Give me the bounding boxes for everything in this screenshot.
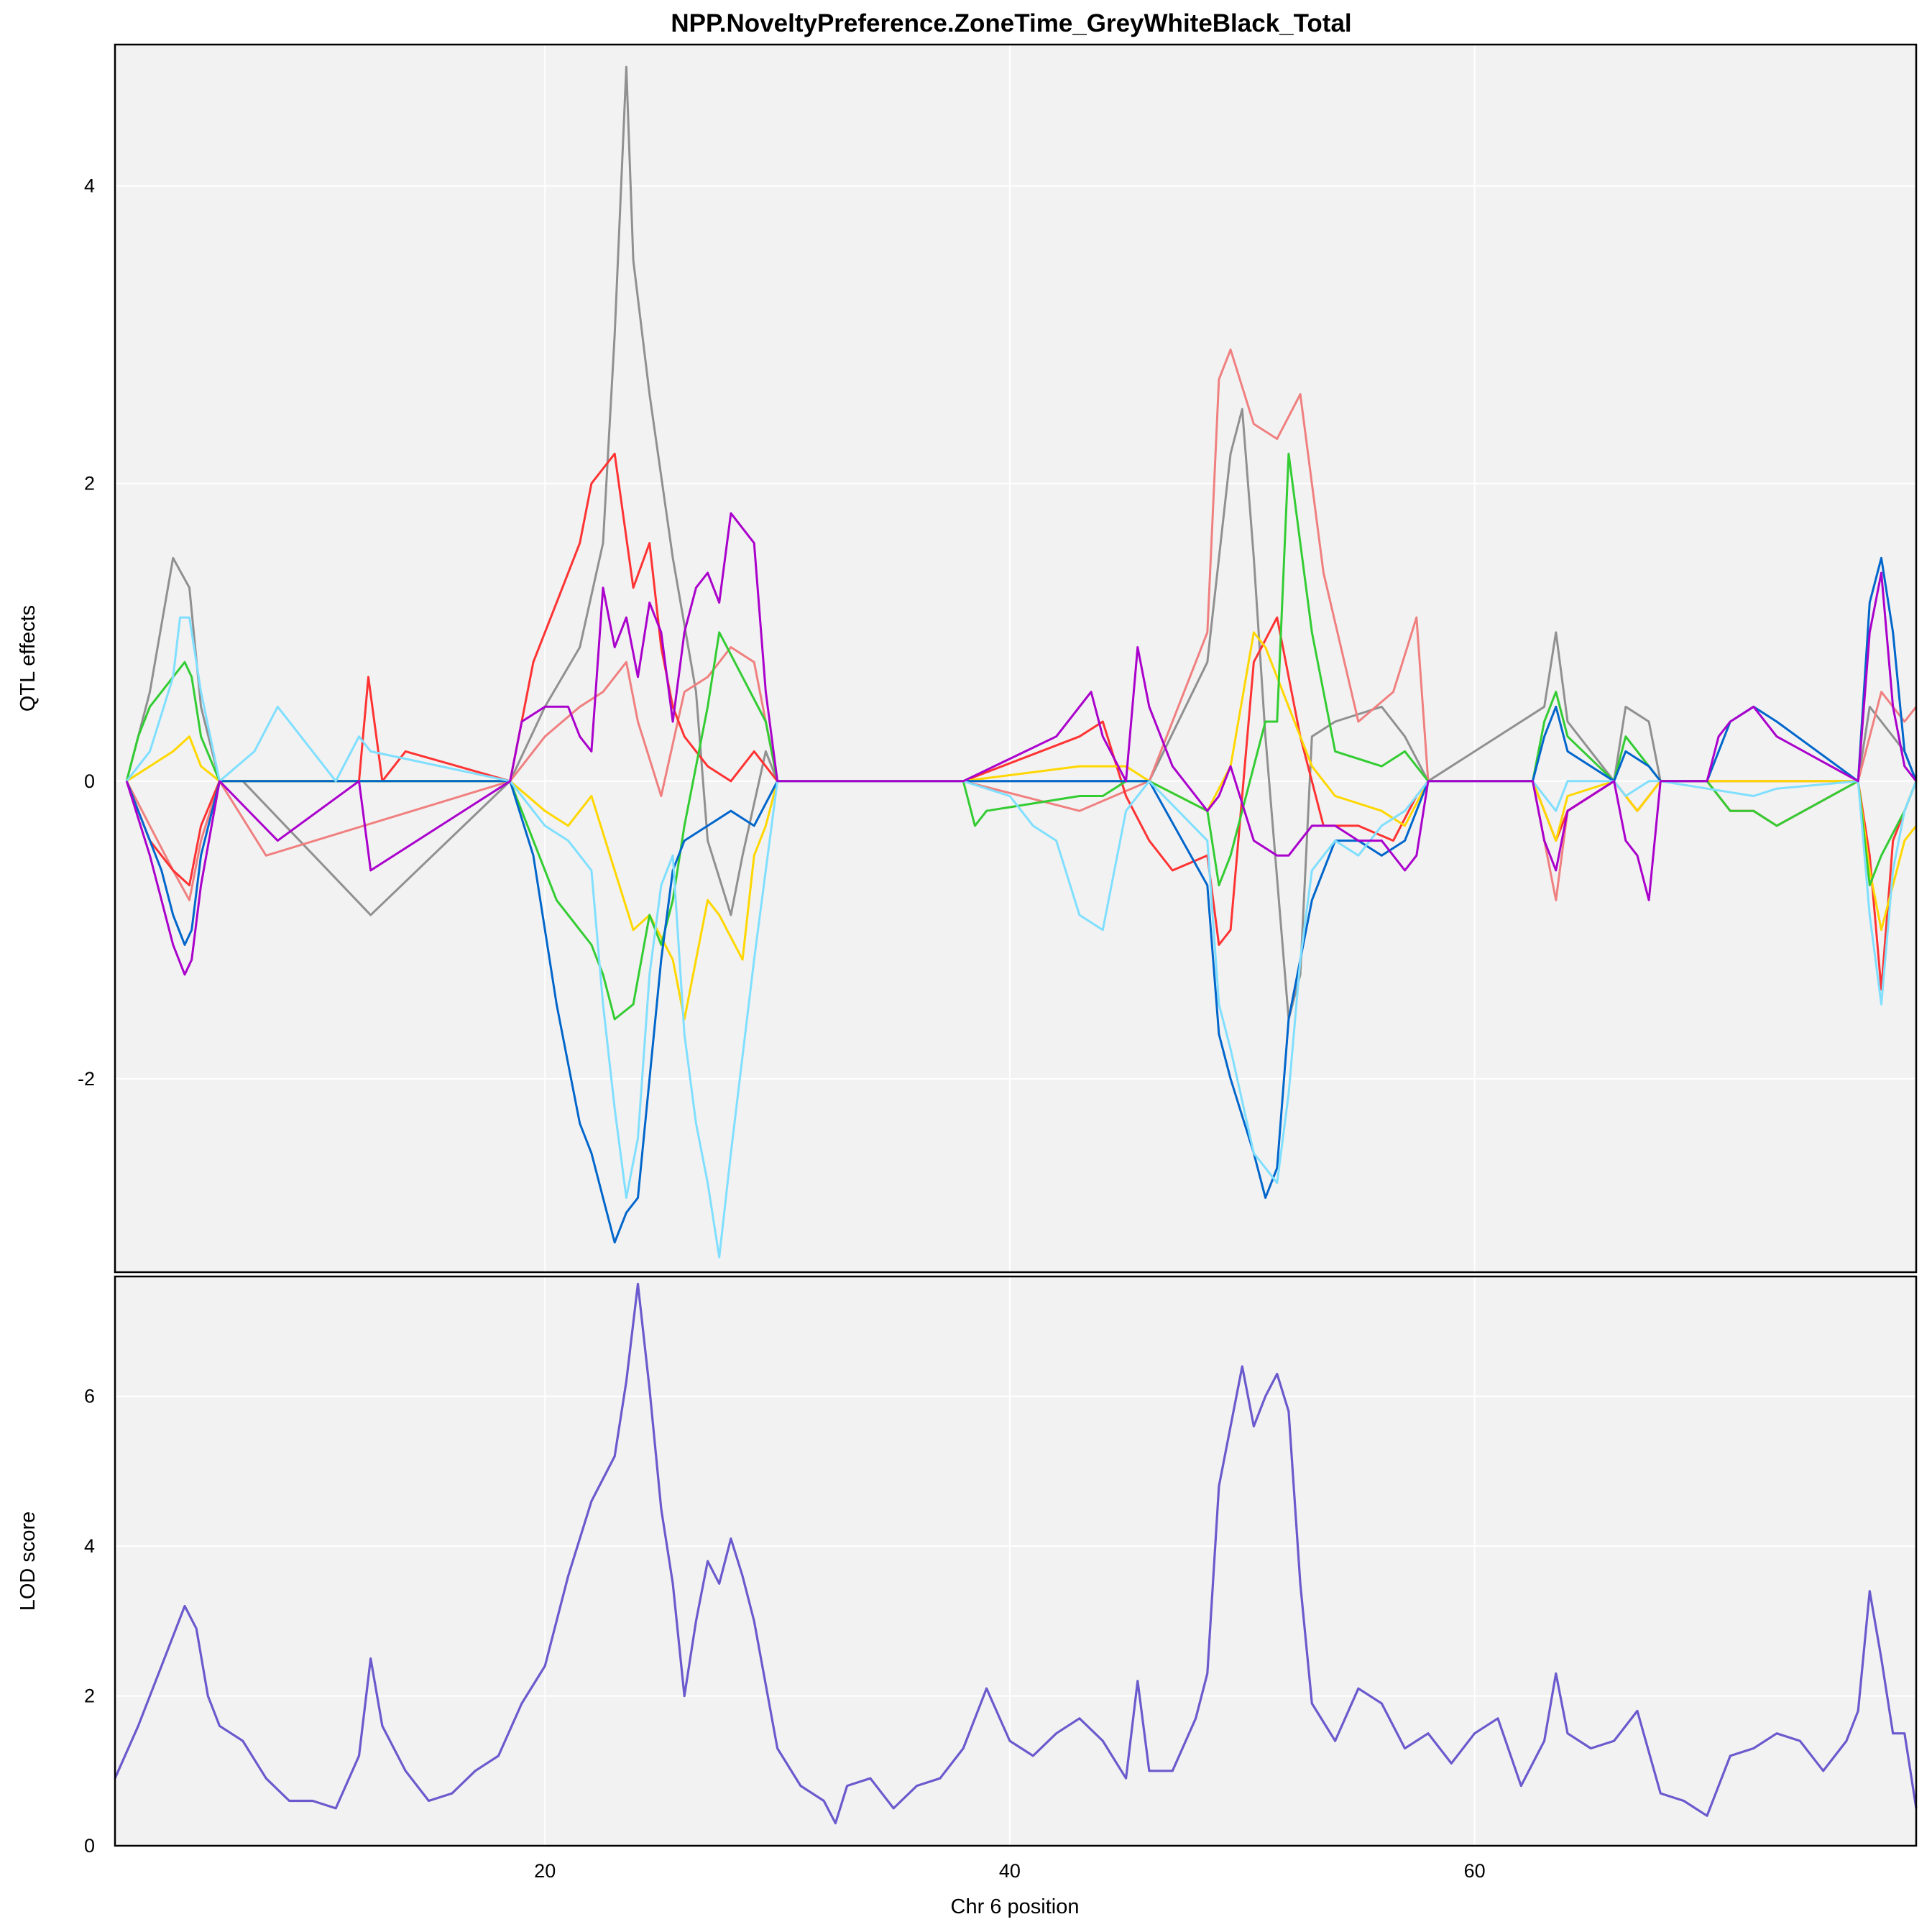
chart-title: NPP.NoveltyPreference.ZoneTime_GreyWhite…	[671, 9, 1351, 37]
lod-x-tick-label: 40	[999, 1860, 1021, 1882]
lod-x-ticks: 20 40 60	[534, 1860, 1485, 1882]
effects-series-4	[125, 452, 1918, 1021]
lod-panel-background	[115, 1276, 1916, 1846]
effects-y-axis-label: QTL effects	[17, 605, 40, 712]
lod-panel-border	[114, 1275, 1918, 1847]
lod-panel: 0 2 4 6 20 40 60 LOD score Chr 6 position	[17, 1275, 1918, 1918]
effects-series-5	[125, 556, 1918, 1244]
effects-series-group	[125, 65, 1918, 1259]
effects-series-7	[125, 512, 1918, 976]
lod-x-tick-label: 60	[1464, 1860, 1486, 1882]
lod-y-tick-label: 0	[84, 1835, 95, 1857]
effects-panel-border	[114, 43, 1918, 1274]
lod-y-tick-label: 4	[84, 1535, 95, 1557]
x-axis-label: Chr 6 position	[951, 1895, 1080, 1918]
lod-series-group	[114, 1282, 1918, 1825]
lod-y-axis-label: LOD score	[17, 1512, 40, 1611]
effects-series-3	[126, 631, 1918, 1021]
effects-y-tick-label: 0	[84, 770, 95, 792]
lod-series-0	[114, 1282, 1918, 1825]
effects-y-tick-label: 4	[84, 175, 95, 197]
effects-series-6	[126, 616, 1918, 1259]
lod-y-tick-label: 6	[84, 1386, 95, 1407]
effects-panel: -2 0 2 4 QTL effects	[17, 43, 1918, 1274]
lod-y-ticks: 0 2 4 6	[84, 1386, 95, 1857]
lod-y-tick-label: 2	[84, 1685, 95, 1707]
effects-y-tick-label: -2	[78, 1068, 95, 1090]
effects-gridlines	[115, 45, 1916, 1272]
effects-panel-background	[115, 45, 1916, 1272]
effects-y-tick-label: 2	[84, 473, 95, 494]
lod-x-tick-label: 20	[534, 1860, 556, 1882]
effects-y-ticks: -2 0 2 4	[78, 175, 95, 1090]
